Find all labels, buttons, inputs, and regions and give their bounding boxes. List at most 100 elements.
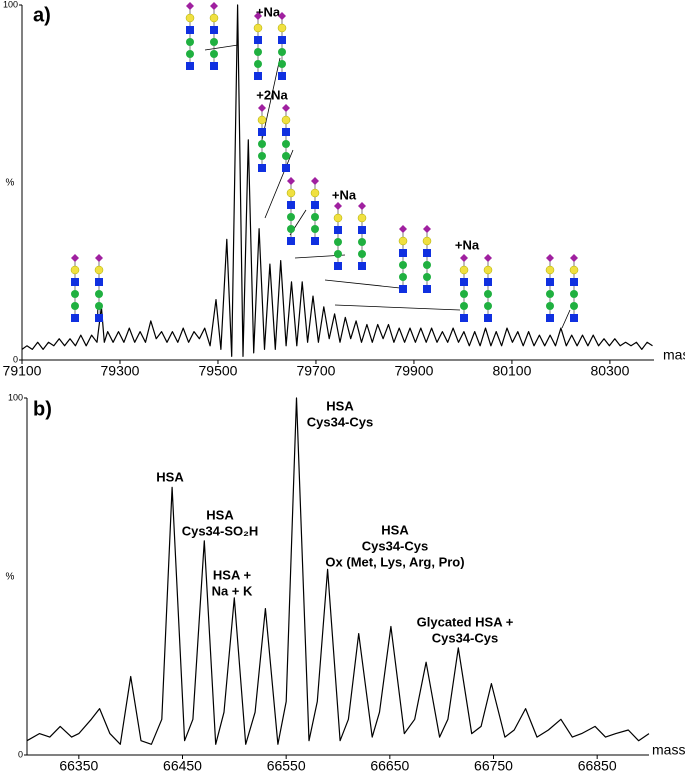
glcnac (278, 36, 286, 44)
glcnac (186, 26, 194, 34)
galactose (310, 188, 320, 198)
galactose (185, 13, 195, 23)
glcnac (210, 62, 218, 70)
annotation: Cys34-SO₂H (182, 523, 259, 538)
glycan-icon (257, 104, 291, 172)
galactose (257, 115, 267, 125)
mannose (282, 140, 290, 148)
glcnac (282, 128, 290, 136)
mannose (546, 290, 554, 298)
annotation: HSA (326, 398, 354, 413)
sialic-acid (254, 12, 262, 20)
glcnac (399, 249, 407, 257)
annotation: HSA (206, 507, 234, 522)
annotation: Na + K (212, 583, 253, 598)
mannose (311, 213, 319, 221)
x-axis-label: mass (652, 742, 685, 758)
glcnac (71, 314, 79, 322)
annotation: Cys34-Cys (432, 630, 499, 645)
glycan-icon (398, 225, 432, 293)
x-tick-label: 79700 (296, 363, 335, 379)
x-axis-label: mass (663, 347, 685, 363)
sialic-acid (399, 225, 407, 233)
glcnac (358, 262, 366, 270)
sialic-acid (460, 254, 468, 262)
mannose (278, 48, 286, 56)
leader-line (334, 304, 461, 311)
x-tick-label: 79300 (101, 363, 140, 379)
sialic-acid (71, 254, 79, 262)
glcnac (358, 226, 366, 234)
x-tick-label: 66450 (163, 758, 202, 774)
mannose (186, 38, 194, 46)
galactose (422, 236, 432, 246)
mannose (334, 238, 342, 246)
mannose (399, 273, 407, 281)
glcnac (546, 314, 554, 322)
mannose (95, 302, 103, 310)
mannose (278, 60, 286, 68)
galactose (569, 265, 579, 275)
annotation: HSA (381, 522, 409, 537)
mannose (282, 152, 290, 160)
galactose (253, 23, 263, 33)
galactose (277, 23, 287, 33)
sialic-acid (210, 2, 218, 10)
sialic-acid (423, 225, 431, 233)
glcnac (570, 278, 578, 286)
mannose (287, 225, 295, 233)
mannose (287, 213, 295, 221)
annotation: +2Na (256, 87, 288, 102)
glcnac (311, 237, 319, 245)
mannose (258, 152, 266, 160)
glycan-icon (286, 177, 320, 245)
glcnac (95, 278, 103, 286)
annotation: +Na (332, 187, 357, 202)
glcnac (546, 278, 554, 286)
y-tick-label: 100 (3, 0, 18, 9)
glcnac (186, 62, 194, 70)
glcnac (287, 201, 295, 209)
leader-line (561, 309, 571, 329)
spectrum-line (26, 397, 650, 745)
spectrum-panel: 0 100 66350 66450 66550 66650 66750 66850% mass b… (6, 392, 685, 773)
galactose (483, 265, 493, 275)
spectrum-panel: 0 100 79100 79300 79500 79700 79900 80100 80300%… (3, 0, 685, 379)
glycan-icon (185, 2, 219, 70)
glycan-icon (459, 254, 493, 322)
glcnac (423, 285, 431, 293)
y-tick-label: 0 (13, 354, 18, 364)
galactose (286, 188, 296, 198)
annotation: +Na (256, 4, 281, 19)
glycan-icon (253, 12, 287, 80)
glcnac (460, 278, 468, 286)
mannose (423, 273, 431, 281)
x-tick-label: 66850 (578, 758, 617, 774)
sialic-acid (258, 104, 266, 112)
glcnac (423, 249, 431, 257)
glycan-icon (70, 254, 104, 322)
x-tick-label: 80300 (590, 363, 629, 379)
galactose (398, 236, 408, 246)
sialic-acid (287, 177, 295, 185)
y-tick-label: 100 (8, 392, 23, 402)
galactose (459, 265, 469, 275)
glcnac (570, 314, 578, 322)
x-tick-label: 66550 (267, 758, 306, 774)
x-tick-label: 79500 (199, 363, 238, 379)
sialic-acid (484, 254, 492, 262)
glcnac (258, 164, 266, 172)
mannose (546, 302, 554, 310)
mannose (460, 302, 468, 310)
glcnac (210, 26, 218, 34)
annotation: Cys34-Cys (307, 414, 374, 429)
glcnac (311, 201, 319, 209)
annotation: Ox (Met, Lys, Arg, Pro) (325, 554, 464, 569)
mannose (358, 238, 366, 246)
glcnac (484, 314, 492, 322)
galactose (281, 115, 291, 125)
mannose (186, 50, 194, 58)
x-tick-label: 79100 (3, 363, 42, 379)
galactose (94, 265, 104, 275)
